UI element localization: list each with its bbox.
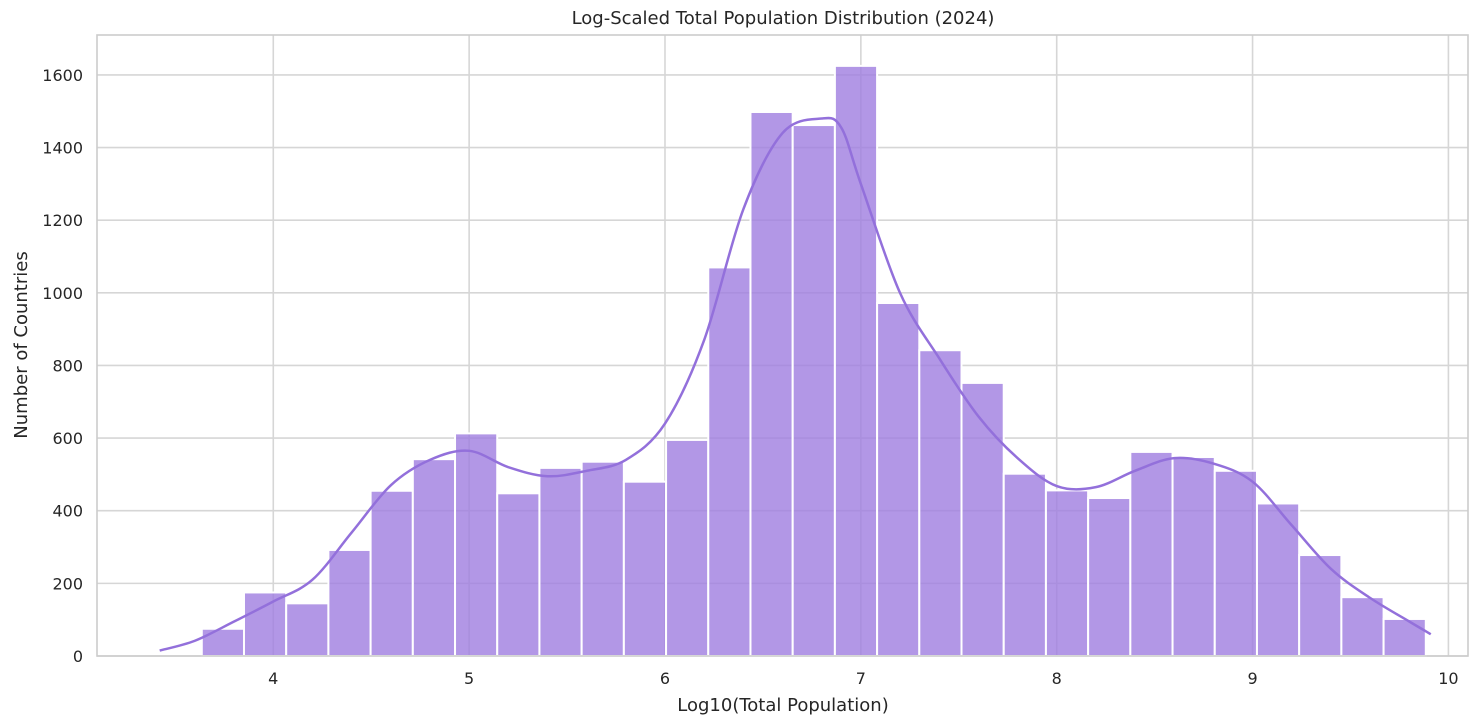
y-tick-label: 1200 (42, 211, 83, 230)
y-tick-label: 0 (73, 647, 83, 666)
histogram-bar (1129, 450, 1174, 658)
x-tick-label: 8 (1052, 669, 1062, 688)
histogram-bar (1087, 497, 1132, 657)
plot-frame (96, 34, 1469, 657)
histogram-bar (665, 438, 710, 657)
histogram-bar (200, 627, 245, 658)
x-tick-label: 5 (464, 669, 474, 688)
histogram-bar (1298, 554, 1343, 658)
x-tick-label: 6 (660, 669, 670, 688)
histogram-bars (200, 64, 1427, 658)
histogram-bar (369, 489, 414, 657)
histogram-bar (876, 302, 921, 657)
x-tick-labels: 4 5 6 7 8 9 10 (268, 669, 1458, 688)
y-tick-label: 600 (52, 429, 83, 448)
y-tick-label: 1600 (42, 66, 83, 85)
histogram-bar (580, 460, 625, 658)
histogram-bar (454, 432, 499, 657)
x-tick-label: 7 (856, 669, 866, 688)
kde-curve (159, 116, 1432, 652)
histogram-bar (411, 458, 457, 657)
histogram-bar (1002, 472, 1047, 657)
x-tick-label: 4 (268, 669, 278, 688)
histogram-bar (1171, 455, 1216, 657)
histogram-bar (1340, 596, 1385, 657)
y-tick-label: 1400 (42, 139, 83, 158)
histogram-bar (918, 349, 963, 657)
y-tick-label: 400 (52, 502, 83, 521)
chart-title: Log-Scaled Total Population Distribution… (572, 8, 995, 29)
histogram-bar (622, 480, 668, 657)
histogram-bar (1044, 489, 1090, 657)
histogram-bar (496, 492, 541, 657)
y-tick-labels: 0 200 400 600 800 1000 1200 1400 1600 (42, 66, 83, 666)
histogram-bar (285, 602, 330, 657)
histogram-bar (833, 64, 879, 658)
histogram-bar (1213, 469, 1258, 657)
histogram-bar (749, 110, 794, 657)
histogram-bar (327, 548, 372, 657)
histogram-bar (960, 381, 1005, 657)
y-tick-label: 800 (52, 356, 83, 375)
y-axis-label: Number of Countries (11, 251, 32, 438)
y-tick-label: 1000 (42, 284, 83, 303)
x-axis-label: Log10(Total Population) (677, 695, 888, 716)
y-tick-label: 200 (52, 574, 83, 593)
histogram-bar (791, 124, 836, 657)
x-tick-label: 9 (1247, 669, 1257, 688)
histogram-bar (1382, 617, 1427, 657)
histogram-bar (242, 591, 288, 658)
histogram-bar (707, 266, 752, 657)
histogram-bar (538, 466, 583, 657)
x-tick-label: 10 (1438, 669, 1458, 688)
